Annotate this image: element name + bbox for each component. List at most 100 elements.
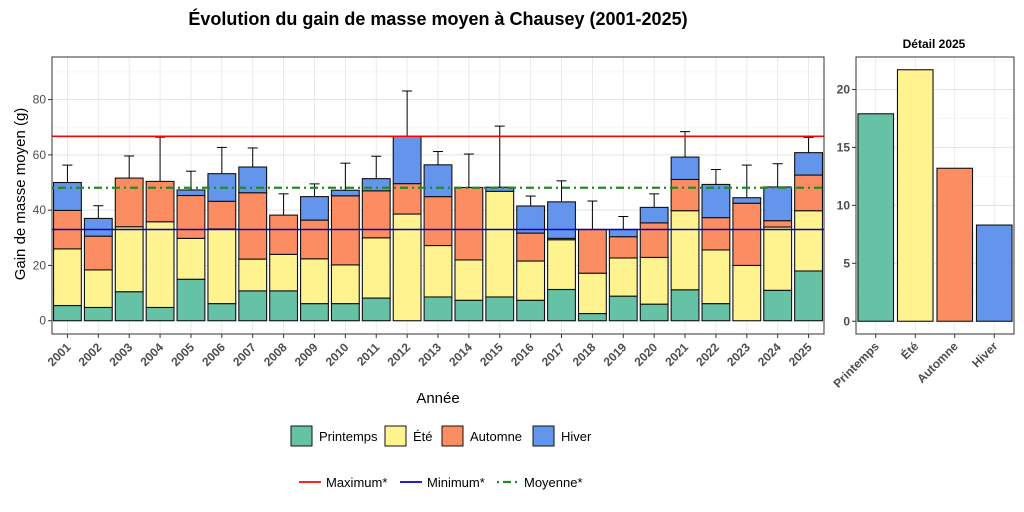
x-tick-label: 2006 xyxy=(199,340,228,369)
legend-swatch-1 xyxy=(384,425,407,447)
bar-segment-été xyxy=(670,210,700,291)
bar-segment-été xyxy=(176,237,206,280)
x-tick-label: 2003 xyxy=(107,340,136,369)
side-x-tick-label: Automne xyxy=(914,339,961,386)
x-tick-label: 2018 xyxy=(570,340,599,369)
y-tick-label: 20 xyxy=(33,258,47,272)
x-tick-label: 2020 xyxy=(631,340,660,369)
bar-segment-été xyxy=(577,272,607,315)
x-tick-label: 2015 xyxy=(477,340,506,369)
x-tick-label: 2016 xyxy=(508,340,537,369)
y-tick-label: 60 xyxy=(33,148,47,162)
bar-segment-automne xyxy=(454,186,484,261)
bar-segment-printemps xyxy=(485,296,515,322)
side-x-tick-label: Hiver xyxy=(969,339,1000,370)
bar-segment-été xyxy=(392,213,422,322)
x-tick-label: 2011 xyxy=(354,340,383,369)
x-tick-label: 2008 xyxy=(261,340,290,369)
side-plot-border xyxy=(855,56,1015,335)
legend-swatch-2 xyxy=(441,425,464,447)
bar-segment-hiver xyxy=(392,135,422,185)
bar-segment-automne xyxy=(176,194,206,239)
bar-segment-printemps xyxy=(763,289,793,322)
bar-segment-été xyxy=(238,258,268,292)
x-tick-label: 2005 xyxy=(168,340,197,369)
bar-segment-printemps xyxy=(577,312,607,322)
bar-segment-automne xyxy=(577,228,607,274)
bar-segment-été xyxy=(701,249,731,305)
legend-label: Automne xyxy=(470,429,522,444)
x-tick-label: 2019 xyxy=(601,340,630,369)
bar-segment-hiver xyxy=(238,166,268,194)
side-bar-1 xyxy=(896,69,934,322)
y-tick-label: 0 xyxy=(39,314,46,328)
bar-segment-automne xyxy=(330,195,360,266)
x-tick-label: 2017 xyxy=(539,340,568,369)
main-chart-title: Évolution du gain de masse moyen à Chaus… xyxy=(188,8,687,29)
x-tick-label: 2025 xyxy=(786,340,815,369)
bar-segment-été xyxy=(52,248,82,307)
fill-legend: Printemps Été Automne Hiver xyxy=(290,425,592,447)
bar-segment-printemps xyxy=(52,304,82,322)
bar-segment-printemps xyxy=(454,299,484,322)
x-tick-label: 2001 xyxy=(45,340,74,369)
bar-segment-automne xyxy=(423,196,453,247)
legend-label: Printemps xyxy=(319,429,378,444)
bar-segment-hiver xyxy=(639,206,669,224)
bar-segment-automne xyxy=(794,174,824,212)
bar-segment-printemps xyxy=(83,306,113,322)
x-tick-label: 2007 xyxy=(230,340,259,369)
bar-segment-printemps xyxy=(670,289,700,322)
bar-segment-printemps xyxy=(145,306,175,322)
x-tick-label: 2012 xyxy=(384,340,413,369)
bar-segment-hiver xyxy=(794,152,824,176)
bar-segment-automne xyxy=(114,177,144,228)
x-axis-title: Année xyxy=(416,390,459,407)
bar-segment-été xyxy=(114,226,144,293)
bar-segment-été xyxy=(145,221,175,309)
bar-segment-été xyxy=(794,210,824,272)
bar-segment-automne xyxy=(670,178,700,212)
legend-line-label: Minimum* xyxy=(427,475,485,490)
bar-segment-automne xyxy=(238,192,268,260)
bar-segment-été xyxy=(763,226,793,291)
side-bar-0 xyxy=(857,113,895,322)
bar-segment-automne xyxy=(83,235,113,271)
side-y-tick-label: 20 xyxy=(837,82,851,96)
x-tick-label: 2024 xyxy=(755,340,784,369)
bar-segment-été xyxy=(423,244,453,298)
legend-label: Été xyxy=(413,429,433,444)
bar-segment-hiver xyxy=(83,217,113,237)
side-x-tick-label: Printemps xyxy=(830,339,882,391)
bar-segment-automne xyxy=(207,200,237,230)
bar-segment-printemps xyxy=(238,290,268,322)
bar-segment-été xyxy=(732,264,762,322)
bar-segment-printemps xyxy=(423,296,453,322)
bar-segment-été xyxy=(361,237,391,299)
bar-segment-printemps xyxy=(269,290,299,322)
y-tick-label: 80 xyxy=(33,93,47,107)
bar-segment-hiver xyxy=(670,156,700,181)
bar-segment-printemps xyxy=(207,303,237,322)
bar-segment-été xyxy=(485,190,515,298)
bar-segment-printemps xyxy=(361,297,391,322)
bar-segment-printemps xyxy=(794,270,824,322)
bar-segment-été xyxy=(207,228,237,305)
side-y-tick-label: 5 xyxy=(843,256,850,270)
bar-segment-été xyxy=(300,258,329,305)
x-tick-label: 2013 xyxy=(415,340,444,369)
bar-segment-été xyxy=(330,264,360,305)
bar-segment-hiver xyxy=(547,201,576,239)
bar-segment-automne xyxy=(608,236,638,259)
x-tick-label: 2014 xyxy=(446,340,475,369)
side-chart-title: Détail 2025 xyxy=(903,37,966,51)
bar-segment-printemps xyxy=(547,288,576,322)
bar-segment-été xyxy=(269,253,299,292)
legend-swatch-0 xyxy=(290,425,313,447)
bar-segment-printemps xyxy=(701,303,731,322)
bar-segment-hiver xyxy=(176,189,206,197)
bar-segment-été xyxy=(83,269,113,309)
